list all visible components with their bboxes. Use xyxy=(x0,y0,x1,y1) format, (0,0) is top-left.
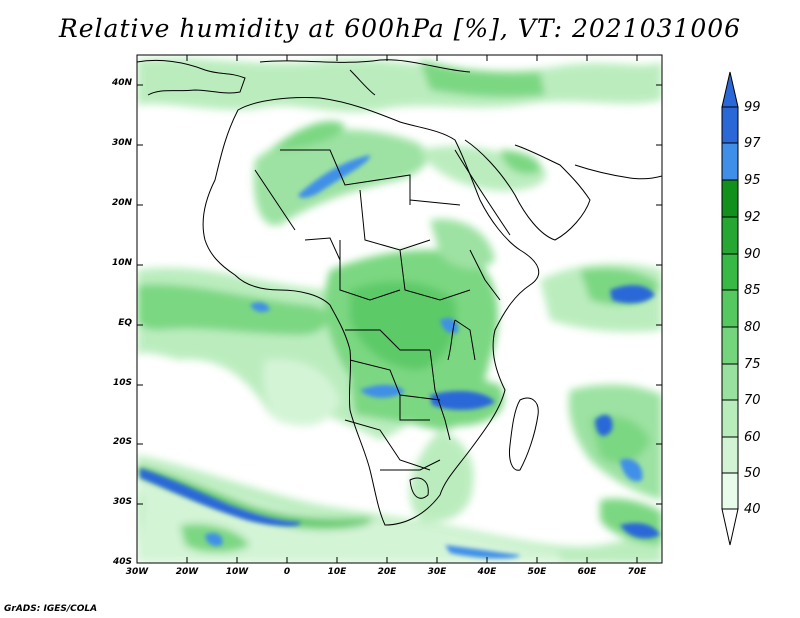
lat-tick-label: EQ xyxy=(118,318,132,328)
colorbar-swatch-80 xyxy=(721,326,739,365)
lon-tick-label: 40E xyxy=(477,567,497,577)
lon-tick-label: 0 xyxy=(283,567,291,577)
lon-tick-label: 20E xyxy=(377,567,397,577)
lat-tick-label: 40S xyxy=(112,557,132,567)
colorbar-swatch-60 xyxy=(721,436,739,474)
lon-tick-label: 50E xyxy=(527,567,547,577)
lat-tick-label: 40N xyxy=(111,78,132,88)
colorbar-top-arrow xyxy=(721,71,739,108)
lat-tick-label: 10S xyxy=(112,378,132,388)
colorbar-swatch-75 xyxy=(721,363,739,401)
lon-tick-label: 20W xyxy=(175,567,199,577)
colorbar-label: 40 xyxy=(744,502,761,517)
colorbar-swatch-95 xyxy=(721,179,739,218)
lat-tick-label: 30N xyxy=(111,138,132,148)
colorbar-label: 50 xyxy=(744,466,761,481)
humidity-field xyxy=(137,55,662,563)
colorbar-swatch-99 xyxy=(721,106,739,144)
colorbar-label: 95 xyxy=(744,173,761,188)
lon-tick-label: 30W xyxy=(125,567,149,577)
colorbar-label: 75 xyxy=(744,357,761,372)
colorbar-label: 70 xyxy=(744,393,761,408)
colorbar-label: 60 xyxy=(744,430,761,445)
lat-tick-label: 20N xyxy=(111,198,132,208)
colorbar-swatch-50 xyxy=(721,472,739,510)
lat-tick-label: 20S xyxy=(112,437,132,447)
colorbar-swatch-70 xyxy=(721,399,739,438)
lon-tick-label: 10W xyxy=(225,567,249,577)
lon-tick-label: 60E xyxy=(577,567,597,577)
colorbar-label: 97 xyxy=(744,136,761,151)
colorbar-bottom-arrow xyxy=(721,508,739,546)
lon-tick-label: 30E xyxy=(427,567,447,577)
lon-tick-label: 10E xyxy=(327,567,347,577)
colorbar-label: 85 xyxy=(744,283,761,298)
colorbar-swatch-90 xyxy=(721,253,739,291)
lat-tick-label: 30S xyxy=(112,497,132,507)
lat-tick-label: 10N xyxy=(111,258,132,268)
colorbar-swatch-85 xyxy=(721,289,739,328)
lon-tick-label: 70E xyxy=(627,567,647,577)
grads-credit: GrADS: IGES/COLA xyxy=(4,604,98,614)
colorbar-label: 99 xyxy=(744,100,761,115)
coastlines xyxy=(137,59,662,526)
colorbar xyxy=(721,71,739,546)
colorbar-label: 92 xyxy=(744,210,761,225)
colorbar-label: 90 xyxy=(744,247,761,262)
colorbar-swatch-92 xyxy=(721,216,739,255)
axis-ticks xyxy=(136,55,662,564)
map-title: Relative humidity at 600hPa [%], VT: 202… xyxy=(58,14,742,43)
map-frame xyxy=(136,54,663,564)
colorbar-swatch-97 xyxy=(721,142,739,181)
colorbar-label: 80 xyxy=(744,320,761,335)
